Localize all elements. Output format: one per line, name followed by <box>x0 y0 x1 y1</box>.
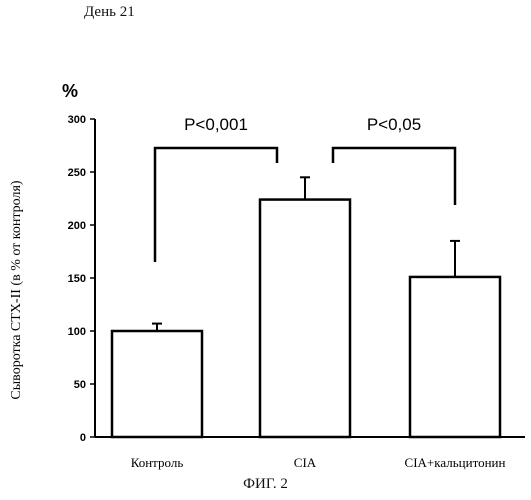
y-tick-label: 50 <box>74 379 86 391</box>
x-tick-label: CIA <box>294 455 317 470</box>
y-unit-label: % <box>62 81 78 101</box>
y-tick-label: 150 <box>68 273 86 285</box>
x-tick-label: CIA+кальцитонин <box>405 455 506 470</box>
y-tick-label: 200 <box>68 220 86 232</box>
y-tick-label: 250 <box>68 167 86 179</box>
bar <box>112 331 202 437</box>
significance-bracket <box>333 148 455 205</box>
significance-label: P<0,001 <box>184 115 248 134</box>
bar <box>260 200 350 437</box>
y-axis-title: Сыворотка СТХ-II (в % от контроля) <box>9 180 24 399</box>
y-tick-label: 100 <box>68 326 86 338</box>
figure-caption: ФИГ. 2 <box>0 476 531 493</box>
x-tick-label: Контроль <box>131 455 184 470</box>
y-tick-label: 300 <box>68 114 86 126</box>
significance-label: P<0,05 <box>367 115 421 134</box>
significance-bracket <box>155 148 277 262</box>
y-tick-label: 0 <box>80 432 86 444</box>
bar <box>410 277 500 437</box>
